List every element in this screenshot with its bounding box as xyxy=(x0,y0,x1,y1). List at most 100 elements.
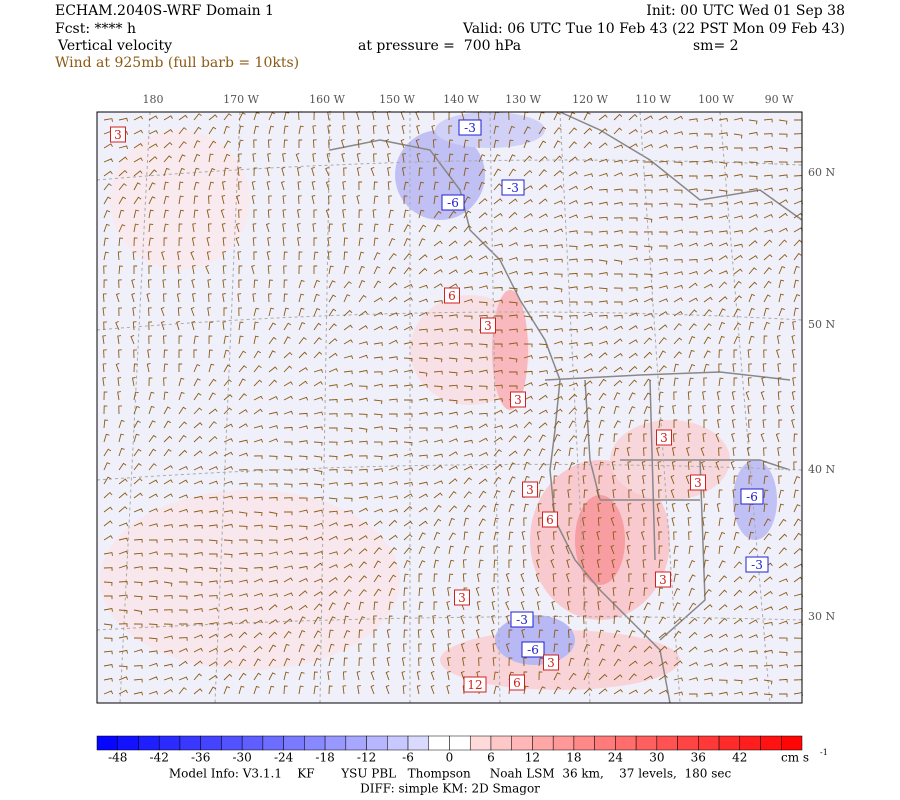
wind-barb xyxy=(268,112,276,121)
wind-barb xyxy=(343,440,353,445)
wind-barb xyxy=(703,323,712,331)
wind-barb xyxy=(328,352,338,359)
wind-barb xyxy=(673,573,679,583)
wind-barb xyxy=(493,503,499,513)
wind-barb xyxy=(673,691,683,696)
wind-barb xyxy=(221,181,226,191)
wind-barb xyxy=(583,286,593,290)
wind-barb xyxy=(538,356,548,360)
wind-barb xyxy=(568,185,578,191)
wind-barb xyxy=(403,209,409,219)
wind-barb xyxy=(193,167,200,177)
wind-barb xyxy=(626,531,630,541)
wind-barb xyxy=(733,147,743,152)
wind-barb xyxy=(778,503,784,513)
wind-barb xyxy=(478,314,488,319)
wind-barb xyxy=(642,559,647,569)
wind-barb xyxy=(358,548,368,555)
wind-barb xyxy=(508,476,516,485)
wind-barb xyxy=(268,539,278,544)
wind-barb xyxy=(268,579,278,584)
wind-barb xyxy=(343,453,353,458)
wind-barb xyxy=(448,153,454,163)
wind-barb xyxy=(718,117,728,122)
colorbar-unit: cm s xyxy=(781,751,809,765)
wind-barb xyxy=(748,677,758,682)
wind-barb xyxy=(628,172,639,177)
wind-barb xyxy=(343,602,351,611)
wind-barb xyxy=(673,646,683,653)
wind-barb xyxy=(628,433,633,443)
wind-barb xyxy=(553,258,563,263)
wind-barb xyxy=(283,395,293,401)
wind-barb xyxy=(343,469,353,474)
wind-barb xyxy=(523,155,533,163)
wind-barb xyxy=(205,264,210,275)
wind-barb xyxy=(538,228,549,233)
wind-barb xyxy=(583,643,591,653)
wind-barb xyxy=(118,676,129,681)
wind-barb xyxy=(403,520,413,527)
wind-barb xyxy=(433,480,444,485)
wind-barb xyxy=(313,441,323,446)
wind-barb xyxy=(448,505,457,513)
wind-barb xyxy=(688,132,698,137)
wind-barb xyxy=(703,677,714,682)
wind-barb xyxy=(193,480,204,485)
wind-barb xyxy=(628,312,639,317)
wind-barb xyxy=(209,553,218,558)
wind-barb xyxy=(508,409,518,415)
wind-barb xyxy=(118,447,125,457)
wind-barb xyxy=(763,267,772,275)
wind-barb xyxy=(598,271,608,276)
coastline xyxy=(559,111,803,221)
wind-barb xyxy=(763,145,773,150)
wind-barb xyxy=(118,265,123,275)
wind-barb xyxy=(327,671,332,681)
wind-barb xyxy=(235,236,240,247)
wind-barb xyxy=(328,399,338,403)
wind-barb xyxy=(688,336,696,345)
colorbar-cell xyxy=(179,735,201,751)
colorbar-tick-label: -36 xyxy=(191,751,210,765)
wind-barb xyxy=(523,475,530,485)
wind-barb xyxy=(223,673,233,681)
wind-barb xyxy=(463,370,473,374)
wind-barb xyxy=(178,494,189,499)
wind-barb xyxy=(118,492,128,499)
wind-barb xyxy=(613,352,623,359)
wind-barb xyxy=(688,574,696,583)
wind-barb xyxy=(583,112,591,121)
wind-barb xyxy=(778,227,788,233)
wind-barb xyxy=(238,409,248,415)
wind-barb xyxy=(358,495,368,500)
wind-barb xyxy=(583,326,594,331)
wind-barb xyxy=(148,662,159,667)
wind-barb xyxy=(763,280,772,289)
wind-barb xyxy=(208,580,218,585)
wind-barb xyxy=(763,475,769,485)
wind-barb xyxy=(148,321,153,331)
wind-barb xyxy=(583,201,593,206)
wind-barb xyxy=(658,391,664,401)
wind-barb xyxy=(328,139,332,149)
wind-barb xyxy=(613,447,619,457)
wind-barb xyxy=(463,504,472,513)
wind-barb xyxy=(777,377,782,387)
wind-barb xyxy=(283,605,293,611)
wind-barb xyxy=(223,364,231,373)
wind-barb xyxy=(133,477,143,485)
wind-barb xyxy=(583,368,594,373)
wind-barb xyxy=(641,461,646,471)
wind-barb xyxy=(418,383,428,388)
wind-barb xyxy=(298,265,303,275)
wind-barb xyxy=(329,427,338,432)
wind-barb xyxy=(103,143,113,149)
wind-barb xyxy=(103,506,113,513)
wind-barb xyxy=(238,423,248,429)
wind-barb xyxy=(133,170,143,177)
wind-barb xyxy=(613,144,624,149)
wind-barb xyxy=(283,483,293,488)
colorbar-cell xyxy=(573,735,595,751)
wind-barb xyxy=(433,357,443,363)
